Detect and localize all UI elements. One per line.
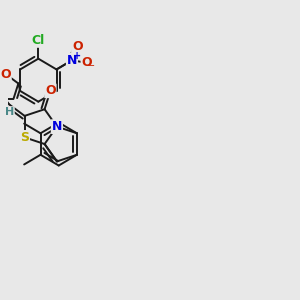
Text: S: S bbox=[20, 131, 29, 144]
Text: O: O bbox=[81, 56, 92, 69]
Text: N: N bbox=[52, 120, 62, 133]
Text: +: + bbox=[73, 51, 81, 61]
Text: −: − bbox=[87, 61, 95, 71]
Text: O: O bbox=[0, 68, 11, 80]
Text: O: O bbox=[72, 40, 83, 52]
Text: Cl: Cl bbox=[32, 34, 45, 47]
Text: H: H bbox=[5, 107, 14, 117]
Text: O: O bbox=[45, 84, 56, 97]
Text: N: N bbox=[67, 54, 77, 67]
